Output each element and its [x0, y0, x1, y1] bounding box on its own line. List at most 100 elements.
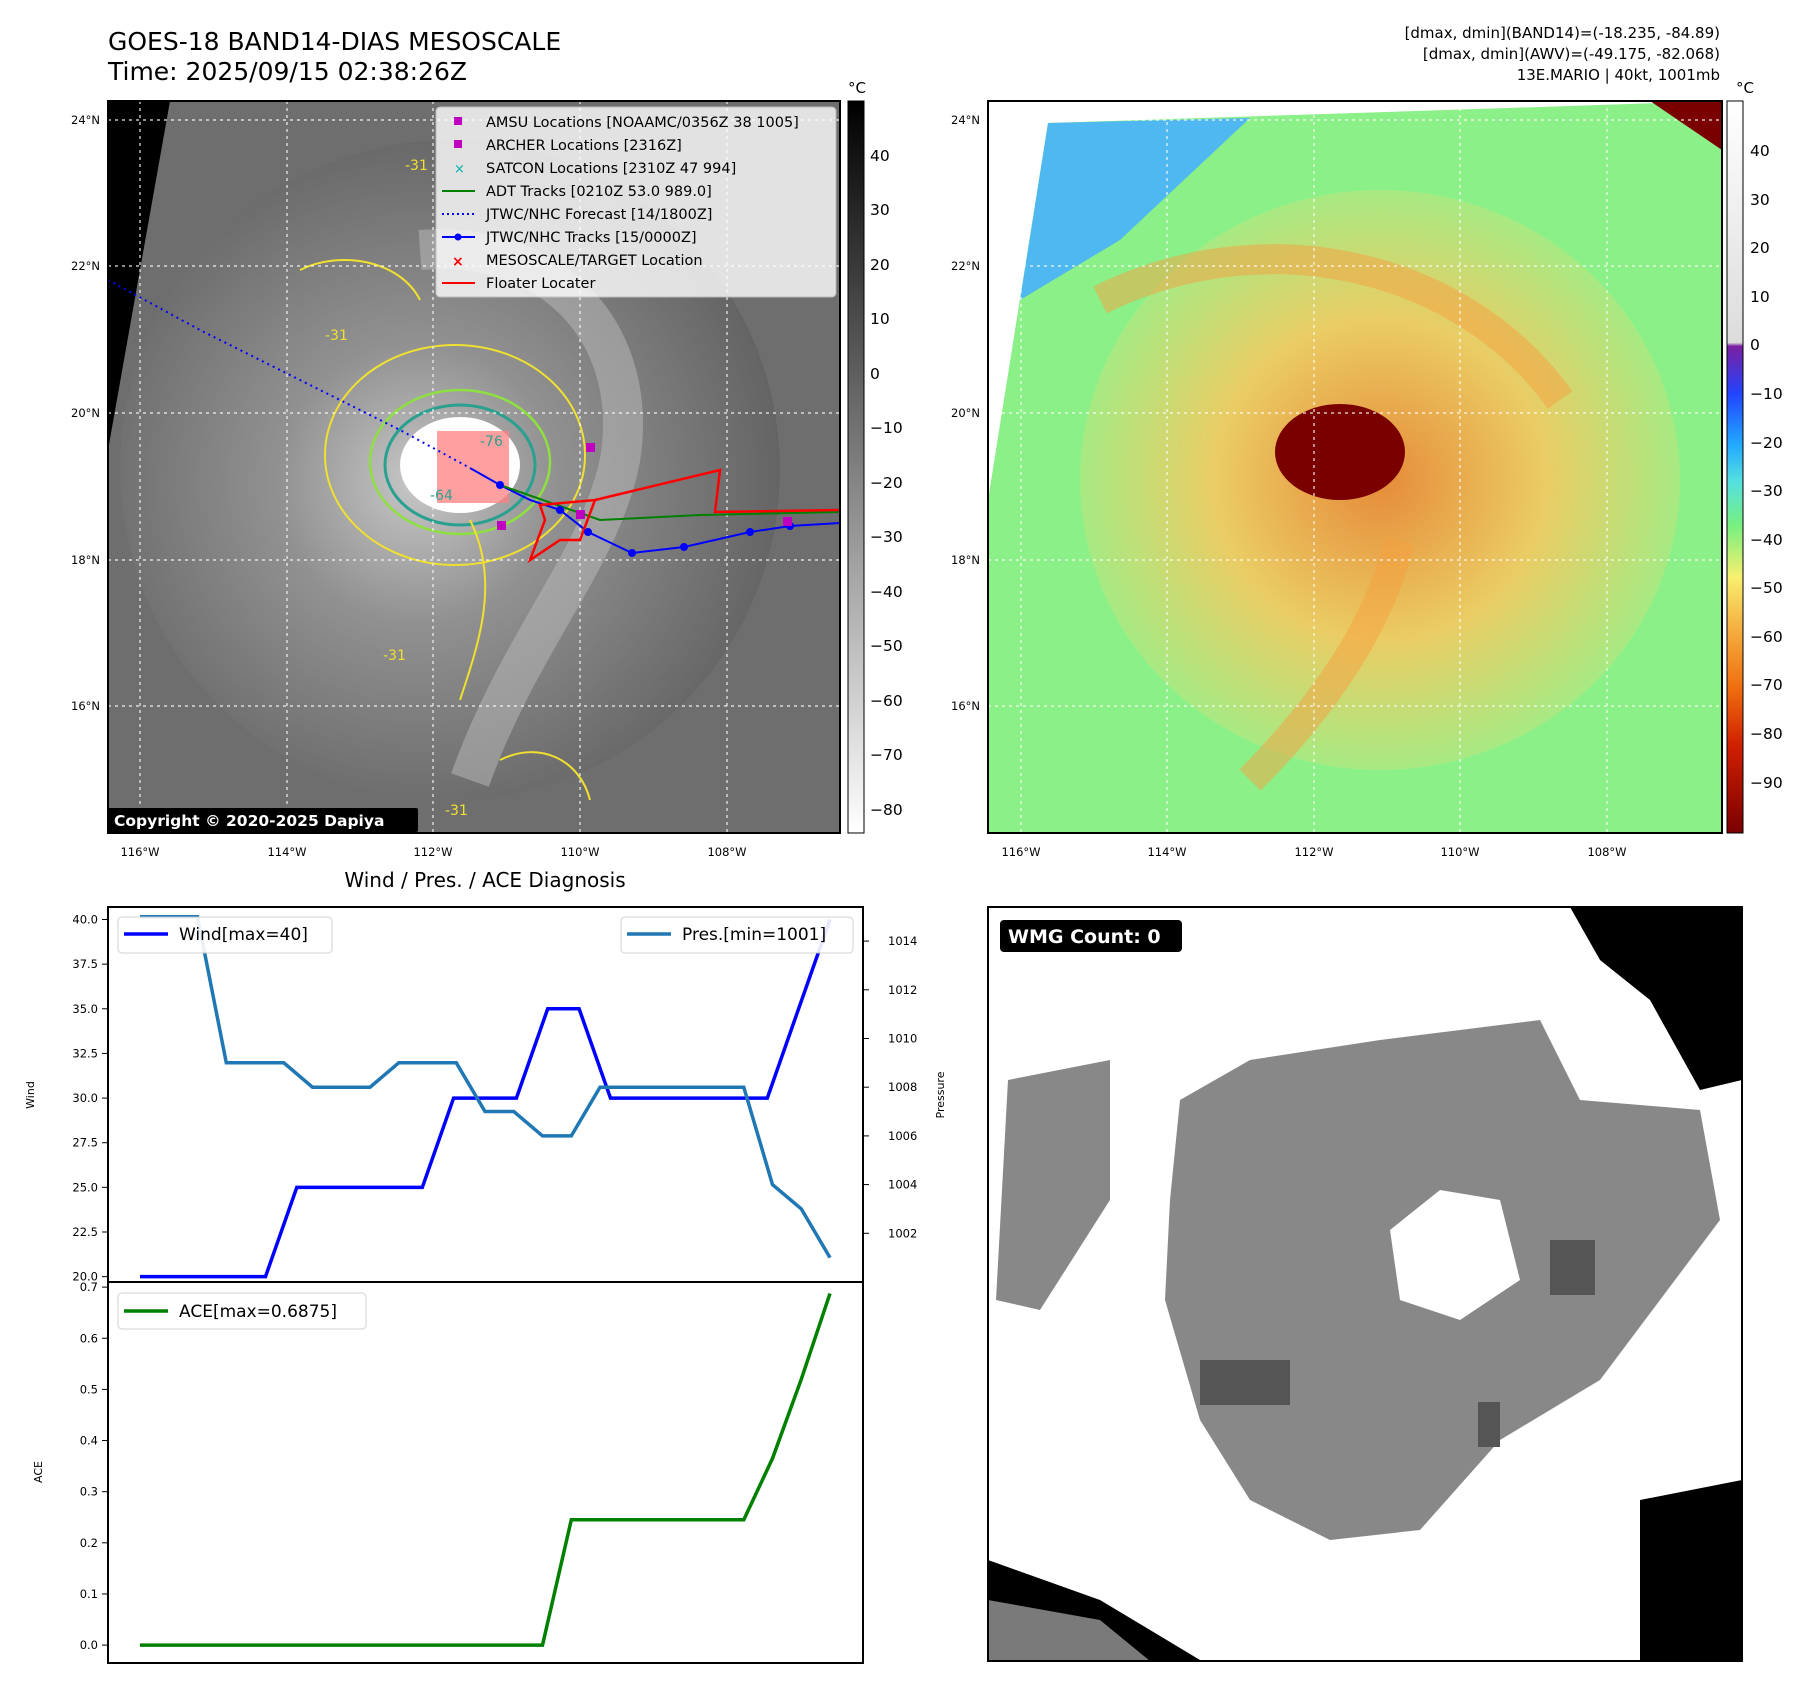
wmg-eye-hole — [1390, 1190, 1520, 1320]
svg-text:−80: −80 — [1750, 725, 1783, 743]
pressure-tick-label: 1006 — [888, 1129, 917, 1143]
wind-tick-label: 22.5 — [72, 1225, 98, 1239]
ace-tick-label: 0.7 — [80, 1280, 98, 1294]
svg-text:40: 40 — [1750, 142, 1770, 160]
stats-storm: 13E.MARIO | 40kt, 1001mb — [1517, 66, 1720, 84]
figure-time: Time: 2025/09/15 02:38:26Z — [107, 57, 467, 86]
wind-tick-label: 35.0 — [72, 1002, 98, 1016]
svg-text:−20: −20 — [870, 474, 903, 492]
wind-series-line — [140, 918, 832, 1279]
svg-text:16°N: 16°N — [71, 699, 100, 713]
svg-text:-64: -64 — [430, 488, 453, 504]
svg-text:-31: -31 — [405, 158, 428, 174]
pressure-legend: Pres.[min=1001] — [620, 916, 854, 954]
svg-text:0: 0 — [870, 365, 880, 383]
svg-text:18°N: 18°N — [951, 553, 980, 567]
wmg-frame — [987, 906, 1743, 1662]
svg-text:116°W: 116°W — [120, 845, 159, 859]
svg-text:110°W: 110°W — [1440, 845, 1479, 859]
wmg-panel: WMG Count: 0 — [987, 906, 1743, 1662]
svg-text:−10: −10 — [870, 419, 903, 437]
mesoscale-target-box — [437, 431, 509, 503]
amsu-archer-markers — [497, 443, 792, 530]
stats-band14: [dmax, dmin](BAND14)=(-18.235, -84.89) — [1405, 24, 1720, 42]
track-points — [496, 481, 794, 557]
ace-frame — [107, 1281, 864, 1664]
copyright-badge — [108, 808, 418, 832]
svg-text:24°N: 24°N — [71, 113, 100, 127]
contour-64 — [383, 403, 537, 527]
svg-text:22°N: 22°N — [71, 259, 100, 273]
legend-archer: ARCHER Locations [2316Z] — [486, 138, 682, 154]
svg-text:−60: −60 — [1750, 628, 1783, 646]
svg-text:114°W: 114°W — [1147, 845, 1186, 859]
wmg-count-label: WMG Count: 0 — [1008, 926, 1161, 948]
wind-tick-label: 25.0 — [72, 1180, 98, 1194]
svg-text:116°W: 116°W — [1001, 845, 1040, 859]
wind-tick-label: 37.5 — [72, 957, 98, 971]
svg-text:−70: −70 — [1750, 676, 1783, 694]
awv-map-frame — [987, 100, 1723, 834]
colorbar-unit-right: °C — [1736, 79, 1754, 97]
wmg-dark-patch-3 — [1478, 1402, 1500, 1447]
no-data-wedge — [108, 101, 170, 450]
wind-tick-label: 32.5 — [72, 1046, 98, 1060]
lat-labels-right: 24°N 22°N 20°N 18°N 16°N — [951, 113, 980, 713]
svg-text:20°N: 20°N — [71, 406, 100, 420]
awv-map-panel: 24°N 22°N 20°N 18°N 16°N 116°W 114°W 112… — [951, 100, 1723, 859]
map-legend: AMSU Locations [NOAAMC/0356Z 38 1005] AR… — [435, 106, 837, 298]
wind-tick-label: 40.0 — [72, 913, 98, 927]
svg-text:30: 30 — [1750, 191, 1770, 209]
best-track — [469, 467, 840, 555]
pressure-tick-label: 1014 — [888, 934, 917, 948]
figure-title: GOES-18 BAND14-DIAS MESOSCALE — [108, 27, 561, 56]
svg-text:10: 10 — [1750, 288, 1770, 306]
contour-31-main — [324, 344, 586, 566]
ace-yticks: 0.0 0.1 0.2 0.3 0.4 0.5 0.6 0.7 — [80, 1280, 108, 1652]
adt-track — [499, 484, 840, 522]
pressure-tick-label: 1008 — [888, 1080, 917, 1094]
wmg-grey-corner — [988, 1600, 1150, 1661]
pressure-tick-label: 1012 — [888, 983, 917, 997]
floater-locater — [527, 468, 840, 564]
wind-yticks: 20.0 22.5 25.0 27.5 30.0 32.5 35.0 37.5 40.0 — [72, 913, 108, 1284]
wmg-dark-patch-2 — [1550, 1240, 1595, 1295]
wmg-dark-corner-bottom-right — [1640, 1480, 1742, 1661]
ace-panel: 0.0 0.1 0.2 0.3 0.4 0.5 0.6 0.7 ACE ACE[max=0.6… — [32, 1280, 864, 1664]
svg-text:-31: -31 — [445, 803, 468, 819]
svg-text:20°N: 20°N — [951, 406, 980, 420]
svg-text:40: 40 — [870, 147, 890, 165]
ace-tick-label: 0.6 — [80, 1331, 98, 1345]
svg-text:112°W: 112°W — [1294, 845, 1333, 859]
pressure-legend-label: Pres.[min=1001] — [682, 925, 826, 945]
contour-52 — [368, 388, 552, 536]
ace-tick-label: 0.0 — [80, 1638, 98, 1652]
svg-text:−50: −50 — [870, 637, 903, 655]
ace-tick-label: 0.3 — [80, 1485, 98, 1499]
svg-text:−60: −60 — [870, 692, 903, 710]
svg-text:×: × — [454, 162, 465, 177]
legend-forecast: JTWC/NHC Forecast [14/1800Z] — [485, 207, 712, 223]
wind-legend-label: Wind[max=40] — [179, 925, 308, 945]
svg-text:−30: −30 — [870, 528, 903, 546]
eye-region — [1275, 404, 1405, 500]
legend-amsu: AMSU Locations [NOAAMC/0356Z 38 1005] — [486, 115, 799, 131]
wind-tick-label: 30.0 — [72, 1091, 98, 1105]
pressure-axis-label: Pressure — [934, 1071, 947, 1118]
dry-air-region — [1020, 118, 1250, 300]
lon-labels-left: 116°W 114°W 112°W 110°W 108°W — [120, 845, 746, 859]
wmg-dark-patch-1 — [1200, 1360, 1290, 1405]
legend-adt: ADT Tracks [0210Z 53.0 989.0] — [486, 184, 712, 200]
wind-legend: Wind[max=40] — [117, 916, 333, 954]
svg-text:110°W: 110°W — [560, 845, 599, 859]
moisture-bands — [1093, 244, 1573, 791]
ace-tick-label: 0.2 — [80, 1536, 98, 1550]
copyright-text: Copyright © 2020-2025 Dapiya — [114, 812, 384, 830]
svg-text:−70: −70 — [870, 746, 903, 764]
svg-text:114°W: 114°W — [267, 845, 306, 859]
stats-awv: [dmax, dmin](AWV)=(-49.175, -82.068) — [1423, 45, 1720, 63]
ir-map-frame — [107, 100, 841, 834]
svg-text:−10: −10 — [1750, 385, 1783, 403]
map-gridlines-right — [988, 101, 1722, 833]
